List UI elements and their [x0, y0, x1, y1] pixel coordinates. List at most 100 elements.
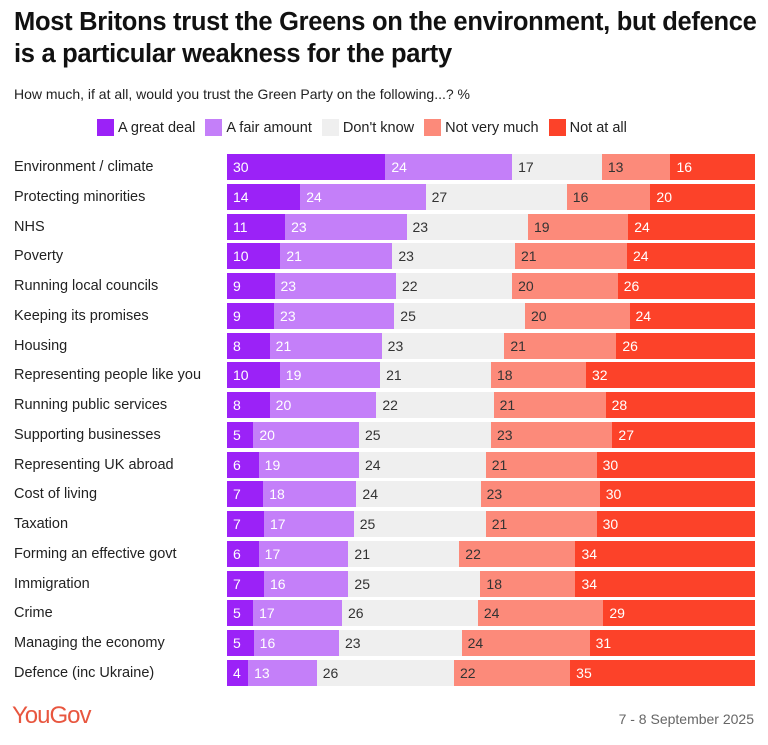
bar-segment: 21 — [504, 332, 617, 359]
category-label: Protecting minorities — [14, 188, 146, 205]
bar-segment: 23 — [338, 630, 462, 656]
category-label: Crime — [14, 605, 53, 622]
bar-segment: 31 — [589, 630, 755, 656]
category-label: Poverty — [14, 248, 64, 265]
bar-segment: 18 — [480, 570, 576, 597]
bar-segment: 22 — [395, 273, 513, 299]
bar-segment: 25 — [348, 570, 481, 597]
bar-row: 5 17 26 24 29 — [227, 600, 755, 627]
category-label: Running public services — [14, 397, 168, 413]
bar-segment: 13 — [248, 659, 317, 686]
legend-label: A great deal — [118, 119, 196, 136]
bar-segment: 20 — [269, 392, 377, 418]
bar-segment: 22 — [454, 659, 571, 686]
bar-segment: 21 — [514, 243, 627, 270]
bar-segment: 16 — [566, 183, 651, 210]
survey-date: 7 - 8 September 2025 — [618, 711, 754, 727]
bar-segment: 23 — [406, 213, 528, 240]
bar-segment: 10 — [227, 243, 281, 270]
bar-segment: 16 — [253, 630, 339, 656]
bar-segment: 6 — [227, 540, 259, 567]
bar-segment: 22 — [459, 540, 576, 567]
bar-segment: 30 — [596, 451, 755, 478]
bar-segment: 20 — [524, 302, 630, 329]
bar-row: 7 18 24 23 30 — [227, 481, 755, 508]
bar-segment: 24 — [356, 481, 481, 508]
bar-segment: 27 — [425, 183, 567, 210]
chart-subtitle: How much, if at all, would you trust the… — [14, 86, 470, 102]
bar-segment: 30 — [227, 154, 386, 180]
bar-row: 11 23 23 19 24 — [227, 213, 755, 240]
category-label: Environment / climate — [14, 159, 154, 175]
bar-segment: 23 — [480, 481, 600, 508]
legend-item: Not at all — [548, 119, 627, 136]
bar-segment: 26 — [316, 659, 454, 686]
bar-row: 4 13 26 22 35 — [227, 659, 755, 686]
bar-segment: 17 — [258, 540, 349, 567]
bar-segment: 8 — [227, 392, 270, 418]
legend-swatch — [205, 119, 223, 136]
bar-segment: 21 — [280, 243, 393, 270]
bar-segment: 23 — [392, 243, 515, 270]
bar-segment: 13 — [601, 154, 671, 180]
bar-segment: 17 — [263, 511, 354, 537]
bar-row: 6 17 21 22 34 — [227, 540, 755, 567]
bar-segment: 20 — [650, 183, 755, 210]
bar-row: 9 23 25 20 24 — [227, 302, 755, 329]
bar-segment: 21 — [348, 540, 460, 567]
bar-segment: 22 — [376, 392, 494, 418]
legend-label: A fair amount — [226, 119, 312, 136]
bar-segment: 30 — [599, 481, 755, 508]
bar-segment: 24 — [629, 302, 755, 329]
bar-segment: 19 — [527, 213, 629, 240]
legend-item: Don't know — [321, 119, 414, 136]
legend-swatch — [321, 119, 339, 136]
bar-row: 8 21 23 21 26 — [227, 332, 755, 359]
bar-segment: 7 — [227, 570, 264, 597]
bar-row: 5 16 23 24 31 — [227, 630, 755, 656]
bar-row: 9 23 22 20 26 — [227, 273, 755, 299]
bar-segment: 7 — [227, 511, 264, 537]
category-label: Managing the economy — [14, 635, 165, 651]
legend-item: A great deal — [97, 119, 195, 136]
bar-segment: 24 — [358, 451, 486, 478]
bar-segment: 24 — [628, 213, 755, 240]
bar-segment: 8 — [227, 332, 270, 359]
bar-segment: 21 — [493, 392, 606, 418]
bar-segment: 19 — [279, 362, 381, 389]
bar-segment: 6 — [227, 451, 259, 478]
bar-segment: 9 — [227, 273, 275, 299]
legend-label: Not at all — [569, 119, 627, 136]
category-label: Representing UK abroad — [14, 456, 174, 473]
bar-segment: 16 — [670, 154, 755, 180]
bar-segment: 18 — [490, 362, 587, 389]
category-label: Keeping its promises — [14, 307, 149, 324]
bar-segment: 34 — [575, 540, 755, 567]
bar-segment: 20 — [512, 273, 618, 299]
bar-segment: 25 — [394, 302, 525, 329]
bar-segment: 35 — [570, 659, 755, 686]
bar-segment: 4 — [227, 659, 249, 686]
bar-segment: 21 — [485, 451, 597, 478]
bar-segment: 14 — [227, 183, 301, 210]
bar-segment: 19 — [258, 451, 359, 478]
legend-swatch — [548, 119, 566, 136]
bar-segment: 23 — [274, 302, 395, 329]
legend: A great deal A fair amount Don't know Not v… — [97, 119, 627, 136]
bar-segment: 11 — [227, 213, 286, 240]
bar-segment: 17 — [512, 154, 602, 180]
bar-segment: 20 — [253, 421, 359, 448]
category-label: Running local councils — [14, 278, 159, 294]
bar-segment: 24 — [461, 630, 590, 656]
bar-segment: 17 — [253, 600, 342, 627]
bar-segment: 21 — [269, 332, 382, 359]
bar-segment: 9 — [227, 302, 275, 329]
bar-segment: 27 — [612, 421, 755, 448]
bar-segment: 7 — [227, 481, 264, 508]
bar-row: 10 19 21 18 32 — [227, 362, 755, 389]
category-label: Defence (inc Ukraine) — [14, 664, 155, 681]
bar-segment: 5 — [227, 600, 254, 627]
category-label: Housing — [14, 337, 68, 354]
bar-segment: 21 — [380, 362, 491, 389]
